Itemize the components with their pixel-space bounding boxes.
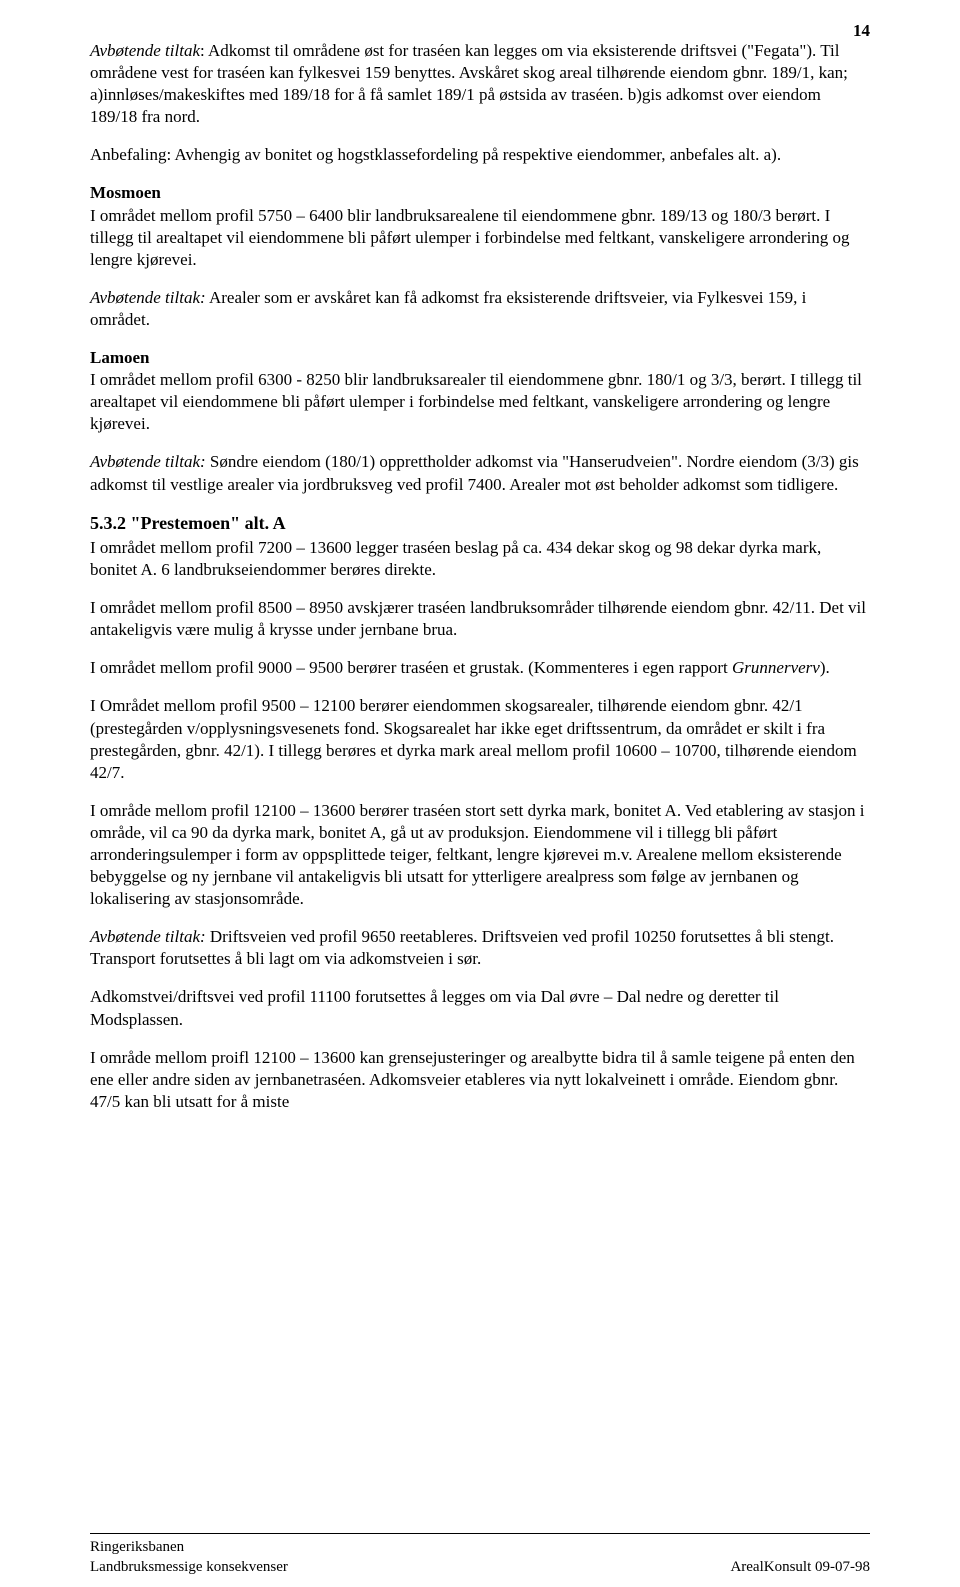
paragraph: I området mellom profil 7200 – 13600 leg… bbox=[90, 537, 870, 581]
paragraph: Adkomstvei/driftsvei ved profil 11100 fo… bbox=[90, 986, 870, 1030]
text-run-italic: Avbøtende tiltak: bbox=[90, 288, 206, 307]
text-run: : Adkomst til områdene øst for traséen k… bbox=[90, 41, 848, 126]
paragraph: I Området mellom profil 9500 – 12100 ber… bbox=[90, 695, 870, 783]
paragraph: Avbøtende tiltak: Adkomst til områdene ø… bbox=[90, 40, 870, 128]
heading-5-3-2: 5.3.2 "Prestemoen" alt. A bbox=[90, 512, 870, 535]
heading-lamoen: Lamoen bbox=[90, 347, 870, 369]
paragraph: I området mellom profil 5750 – 6400 blir… bbox=[90, 205, 870, 271]
text-run-italic: Grunnerverv bbox=[732, 658, 820, 677]
document-body: Avbøtende tiltak: Adkomst til områdene ø… bbox=[90, 40, 870, 1113]
page-number: 14 bbox=[853, 20, 870, 42]
text-run: I området mellom profil 9000 – 9500 berø… bbox=[90, 658, 732, 677]
text-run: Søndre eiendom (180/1) opprettholder adk… bbox=[90, 452, 859, 493]
paragraph: Avbøtende tiltak: Driftsveien ved profil… bbox=[90, 926, 870, 970]
footer-title: Ringeriksbanen bbox=[90, 1538, 288, 1558]
page-footer: Ringeriksbanen Landbruksmessige konsekve… bbox=[90, 1533, 870, 1577]
text-run: ). bbox=[820, 658, 830, 677]
paragraph: I område mellom proifl 12100 – 13600 kan… bbox=[90, 1047, 870, 1113]
heading-mosmoen: Mosmoen bbox=[90, 182, 870, 204]
footer-date: ArealKonsult 09-07-98 bbox=[730, 1558, 870, 1578]
footer-right: ArealKonsult 09-07-98 bbox=[730, 1538, 870, 1577]
paragraph: Avbøtende tiltak: Søndre eiendom (180/1)… bbox=[90, 451, 870, 495]
text-run-italic: Avbøtende tiltak: bbox=[90, 452, 206, 471]
footer-subtitle: Landbruksmessige konsekvenser bbox=[90, 1558, 288, 1578]
paragraph: Anbefaling: Avhengig av bonitet og hogst… bbox=[90, 144, 870, 166]
text-run-italic: Avbøtende tiltak bbox=[90, 41, 200, 60]
footer-left: Ringeriksbanen Landbruksmessige konsekve… bbox=[90, 1538, 288, 1577]
paragraph: I området mellom profil 8500 – 8950 avsk… bbox=[90, 597, 870, 641]
paragraph: I område mellom profil 12100 – 13600 ber… bbox=[90, 800, 870, 910]
paragraph: I området mellom profil 6300 - 8250 blir… bbox=[90, 369, 870, 435]
paragraph: I området mellom profil 9000 – 9500 berø… bbox=[90, 657, 870, 679]
text-run-italic: Avbøtende tiltak: bbox=[90, 927, 206, 946]
paragraph: Avbøtende tiltak: Arealer som er avskåre… bbox=[90, 287, 870, 331]
